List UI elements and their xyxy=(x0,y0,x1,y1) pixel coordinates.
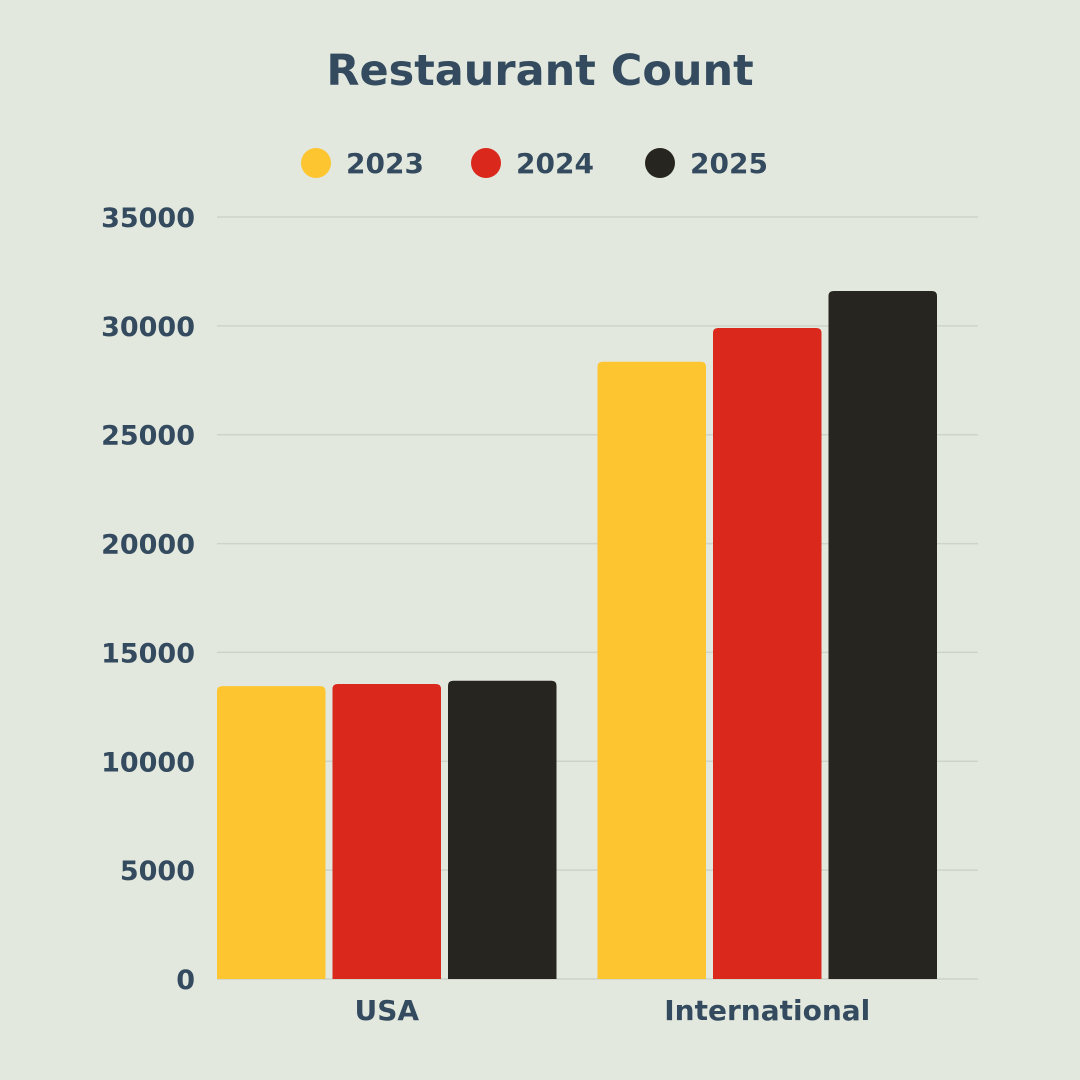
y-tick-label-30000: 30000 xyxy=(101,312,195,343)
legend-label-2024: 2024 xyxy=(516,146,594,180)
y-tick-label-10000: 10000 xyxy=(101,747,195,778)
chart-title: Restaurant Count xyxy=(326,46,754,96)
legend-item-2025: 2025 xyxy=(645,143,768,183)
legend-label-2025: 2025 xyxy=(690,146,768,180)
y-tick-label-20000: 20000 xyxy=(101,530,195,561)
legend-label-2023: 2023 xyxy=(346,146,424,180)
y-tick-label-35000: 35000 xyxy=(101,203,195,234)
bar-international-2023 xyxy=(597,361,706,979)
y-tick-label-0: 0 xyxy=(176,965,195,996)
bar-usa-2023 xyxy=(217,686,326,979)
legend-swatch-2024 xyxy=(471,148,501,178)
y-tick-label-5000: 5000 xyxy=(120,856,195,887)
legend-item-2024: 2024 xyxy=(471,143,594,183)
y-tick-label-15000: 15000 xyxy=(101,638,195,669)
bar-international-2025 xyxy=(828,291,937,980)
y-tick-label-25000: 25000 xyxy=(101,421,195,452)
legend-swatch-2023 xyxy=(301,148,331,178)
legend: 2023 2024 2025 xyxy=(0,143,1080,183)
bar-usa-2025 xyxy=(448,680,557,979)
x-category-label-usa: USA xyxy=(354,994,419,1027)
legend-item-2023: 2023 xyxy=(301,143,424,183)
bar-usa-2024 xyxy=(332,683,441,979)
x-category-label-international: International xyxy=(664,994,870,1027)
bar-international-2024 xyxy=(713,328,822,979)
legend-swatch-2025 xyxy=(645,148,675,178)
